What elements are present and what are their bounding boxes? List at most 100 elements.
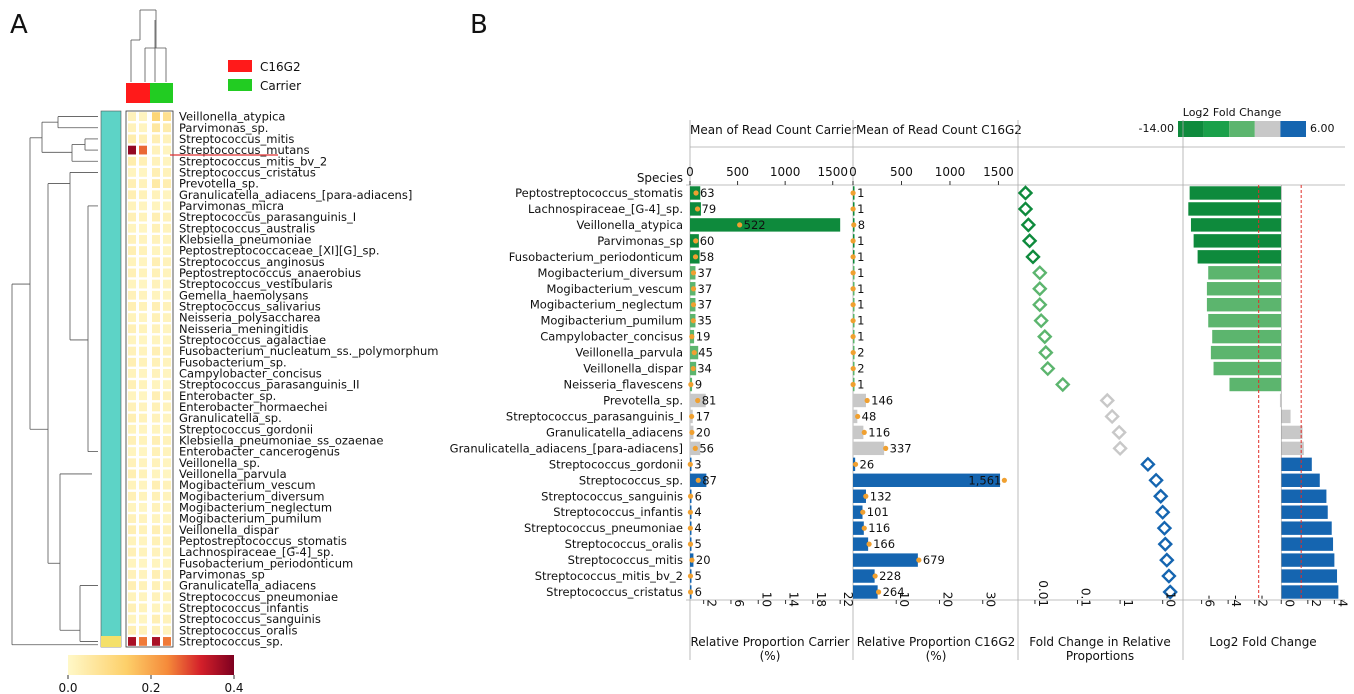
carrier-count-dot: [687, 525, 693, 531]
species-label: Peptostreptococcus_stomatis: [515, 186, 683, 200]
fold-change-marker: [1038, 344, 1054, 361]
fold-change-markers: [1017, 185, 1178, 600]
heatmap-cell: [163, 190, 171, 200]
log2fc-bar: [1279, 393, 1282, 408]
fold-change-marker: [1104, 408, 1120, 425]
heatmap-cell: [152, 156, 160, 166]
c16g2-count-label: 101: [867, 505, 889, 519]
row-label: Fusobacterium_nucleatum_ss._polymorphum: [179, 344, 438, 358]
heatmap-cell: [163, 145, 171, 155]
carrier-count-label: 63: [700, 186, 715, 200]
log2fc-bar: [1193, 234, 1282, 248]
heatmap-cell: [128, 592, 136, 602]
log2fc-bar: [1281, 489, 1327, 503]
panel-a-heatmap: Veillonella_atypicaParvimonas_sp.Strepto…: [11, 9, 438, 694]
legend-title: Log2 Fold Change: [1183, 106, 1282, 119]
carrier-count-label: 58: [700, 250, 715, 264]
species-header: Species: [637, 171, 683, 185]
heatmap-cell: [128, 190, 136, 200]
log2fc-axis-tick-label: 0: [1282, 599, 1296, 607]
heatmap-cell: [152, 290, 160, 300]
carrier-count-dot: [690, 302, 697, 308]
heatmap-cell: [139, 369, 147, 378]
fold-change-marker: [1032, 297, 1048, 313]
c16g2-count-dot: [850, 238, 856, 244]
heatmap-cell: [139, 145, 147, 155]
fold-change-marker: [1021, 233, 1038, 249]
log2fc-bar: [1206, 298, 1282, 312]
heatmap-cell: [163, 112, 171, 121]
heatmap-cell: [163, 134, 171, 144]
row-label: Mogibacterium_neglectum: [179, 501, 332, 515]
heatmap-cell: [128, 480, 136, 490]
heatmap-cell: [128, 570, 136, 579]
heatmap-cell: [139, 235, 147, 244]
c16g2-bar: [853, 553, 918, 567]
c16g2-count-label: 1: [857, 202, 864, 216]
heatmap-cell: [128, 380, 136, 389]
colorbar-mid: 0.2: [141, 681, 160, 694]
fold-change-marker: [1032, 265, 1048, 281]
heatmap-cell: [152, 134, 160, 144]
row-label: Klebsiella_pneumoniae: [179, 233, 311, 247]
species-label: Streptococcus_parasanguinis_I: [506, 409, 683, 423]
carrier-bar: [690, 218, 841, 232]
c16g2-count-axis-tick-label: 1000: [935, 165, 966, 179]
column-dendrogram: [130, 9, 167, 82]
heatmap-cell: [163, 201, 171, 211]
fold-change-marker: [1017, 201, 1034, 217]
heatmap-cell: [152, 179, 160, 188]
heatmap-cell: [152, 145, 160, 155]
c16g2-count-dot: [876, 589, 882, 595]
heatmap-cell: [163, 480, 171, 490]
c16g2-count-dot: [850, 302, 856, 308]
carrier-count-dot: [689, 429, 695, 436]
heatmap-cell: [152, 424, 160, 434]
legend-swatch: [1229, 121, 1255, 137]
heatmap-cell: [128, 402, 136, 412]
heatmap-cell: [139, 592, 147, 602]
heatmap-cell: [152, 592, 160, 602]
c16g2-count-dot: [866, 541, 872, 547]
c16g2-count-label: 1: [857, 250, 864, 264]
heatmap-cell: [139, 324, 147, 334]
c16g2-count-dot: [851, 222, 857, 228]
heatmap-cell: [152, 514, 160, 523]
colorbar: 0.0 0.2 0.4: [58, 655, 244, 694]
log2fc-axis-tick-label: -4: [1229, 595, 1243, 607]
carrier-proportion-axis-tick-label: 2: [705, 599, 719, 607]
carrier-count-label: 37: [698, 282, 713, 296]
c16g2-count-label: 1: [857, 266, 864, 280]
carrier-count-label: 87: [702, 473, 717, 487]
heatmap-cell: [163, 503, 171, 512]
row-label: Streptococcus_mitis_bv_2: [179, 154, 327, 168]
carrier-count-dot: [690, 286, 697, 292]
row-label: Mogibacterium_diversum: [179, 489, 324, 503]
c16g2-count-label: 1: [857, 378, 864, 392]
fold-change-marker: [1055, 376, 1071, 393]
panel-a-legend: C16G2 Carrier: [228, 60, 301, 93]
log2fc-axis-tick-label: 2: [1309, 599, 1323, 607]
carrier-count-label: 79: [702, 202, 717, 216]
heatmap-cell: [152, 525, 160, 535]
heatmap-cell: [152, 201, 160, 211]
heatmap-cell: [128, 424, 136, 434]
row-label: Streptococcus_parasanguinis_II: [179, 378, 359, 392]
heatmap-cell: [152, 614, 160, 624]
row-label: Streptococcus_infantis: [179, 601, 309, 615]
heatmap-cell: [163, 592, 171, 602]
species-label: Streptococcus_mitis_bv_2: [535, 569, 683, 583]
c16g2-count-dot: [860, 509, 866, 515]
species-label: Streptococcus_cristatus: [546, 585, 683, 599]
carrier-count-dot: [691, 349, 697, 356]
log2fc-bar: [1197, 250, 1282, 264]
heatmap-cell: [152, 391, 160, 401]
heatmap-cell: [152, 625, 160, 635]
row-label: Neisseria_polysaccharea: [179, 311, 321, 325]
fold-change-marker: [1162, 584, 1178, 600]
heatmap-cell: [163, 235, 171, 244]
heatmap-cell: [163, 357, 171, 367]
fold-change-axis-tick-label: 10: [1164, 592, 1178, 607]
heatmap-cell: [139, 625, 147, 635]
